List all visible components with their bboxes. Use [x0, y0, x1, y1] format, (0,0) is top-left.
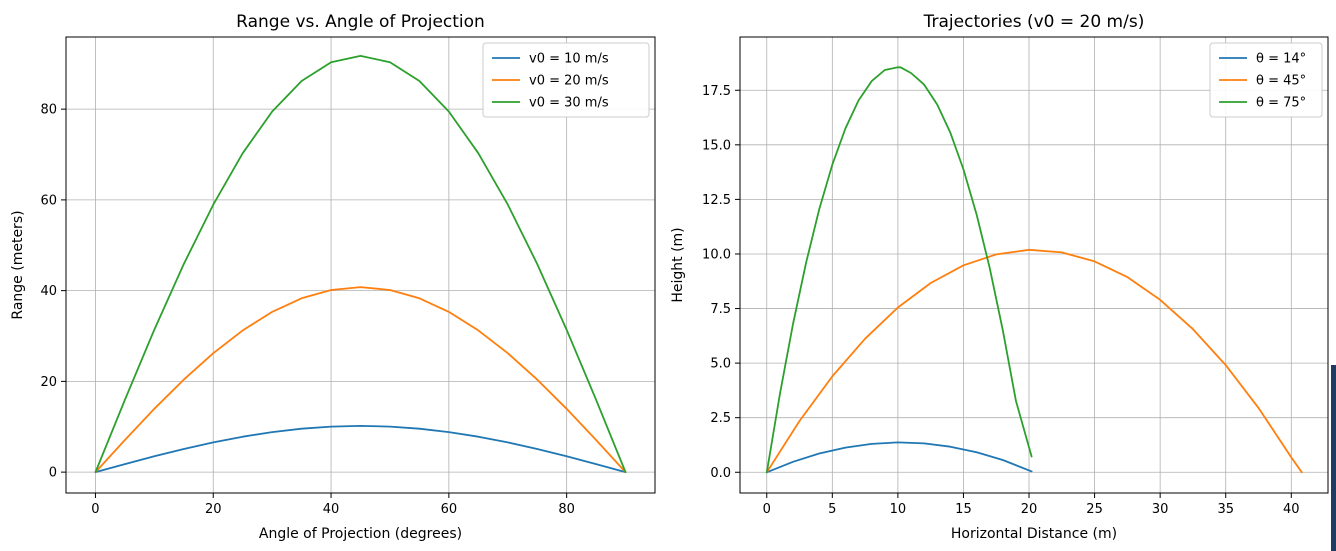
trajectory-chart-x-tick-label: 40 [1283, 502, 1300, 517]
range-chart-y-tick-label: 0 [49, 466, 57, 481]
range-chart-x-tick-label: 40 [323, 502, 340, 517]
trajectory-chart-x-tick-label: 25 [1086, 502, 1103, 517]
trajectory-chart-frame [739, 36, 1329, 494]
range-chart-frame [65, 36, 656, 494]
range-chart-series-line-2 [94, 286, 627, 474]
range-chart-x-tick-label: 80 [558, 502, 575, 517]
trajectory-chart-legend-label: θ = 75° [1256, 96, 1306, 111]
trajectory-chart-legend: θ = 14° θ = 45° θ = 75° [1209, 42, 1323, 118]
range-chart-y-tick-label: 40 [40, 284, 57, 299]
trajectory-chart-ticks: 0 5 10 15 20 25 30 35 40 0.0 2.5 5.0 7.5 10.0 12.5 15.0… [702, 84, 1300, 517]
trajectory-chart-x-tick-label: 10 [890, 502, 907, 517]
trajectory-chart-legend-label: θ = 14° [1256, 52, 1306, 67]
range-chart-series [94, 55, 627, 474]
trajectory-chart-y-tick-label: 7.5 [710, 302, 731, 317]
range-chart-x-tick-label: 20 [205, 502, 222, 517]
trajectory-chart-x-tick-label: 15 [955, 502, 972, 517]
range-chart-legend-label: v0 = 20 m/s [529, 74, 609, 89]
trajectory-chart-y-tick-label: 10.0 [702, 247, 731, 262]
trajectory-chart-x-tick-label: 0 [763, 502, 771, 517]
range-chart-legend-box [482, 42, 650, 118]
trajectory-chart-y-tick-label: 2.5 [710, 411, 731, 426]
range-chart-x-tick-label: 60 [441, 502, 458, 517]
trajectory-chart-x-tick-label: 20 [1021, 502, 1038, 517]
range-chart-legend-label: v0 = 10 m/s [529, 52, 609, 67]
trajectory-chart-x-tick-label: 30 [1152, 502, 1169, 517]
trajectory-chart-x-axis-label: Horizontal Distance (m) [951, 526, 1117, 542]
range-chart-legend-label: v0 = 30 m/s [529, 96, 609, 111]
range-chart-y-tick-label: 80 [40, 103, 57, 118]
trajectory-chart-series-line-2 [765, 248, 1303, 474]
range-chart-x-tick-label: 0 [91, 502, 99, 517]
trajectory-chart-y-tick-label: 12.5 [702, 193, 731, 208]
range-chart-y-axis-label: Range (meters) [10, 210, 26, 319]
range-chart-y-tick-label: 60 [40, 193, 57, 208]
trajectory-chart-title: Trajectories (v0 = 20 m/s) [923, 12, 1145, 32]
range-chart-series-line-1 [94, 424, 627, 474]
range-chart-legend: v0 = 10 m/s v0 = 20 m/s v0 = 30 m/s [482, 42, 650, 118]
trajectory-chart: 0 5 10 15 20 25 30 35 40 0.0 2.5 5.0 7.5 10.0 12.5 15.0… [670, 12, 1329, 542]
trajectory-chart-x-tick-label: 5 [828, 502, 836, 517]
range-chart-y-tick-label: 20 [40, 375, 57, 390]
trajectory-chart-x-tick-label: 35 [1217, 502, 1234, 517]
window-edge-fragment [1331, 365, 1336, 551]
trajectory-chart-y-axis-label: Height (m) [670, 227, 686, 302]
trajectory-chart-series [765, 66, 1303, 474]
trajectory-chart-series-line-3 [765, 66, 1033, 474]
range-chart-series-line-3 [94, 55, 627, 474]
trajectory-chart-y-tick-label: 15.0 [702, 138, 731, 153]
range-chart: 0 20 40 60 80 0 20 40 60 80 Range vs. Angle of Pr… [10, 12, 656, 542]
trajectory-chart-series-line-1 [765, 441, 1033, 474]
range-chart-title: Range vs. Angle of Projection [236, 12, 485, 32]
range-chart-ticks: 0 20 40 60 80 0 20 40 60 80 [40, 103, 574, 517]
trajectory-chart-legend-box [1209, 42, 1323, 118]
range-chart-x-axis-label: Angle of Projection (degrees) [259, 526, 462, 542]
trajectory-chart-y-tick-label: 5.0 [710, 357, 731, 372]
trajectory-chart-legend-label: θ = 45° [1256, 74, 1306, 89]
trajectory-chart-y-tick-label: 17.5 [702, 84, 731, 99]
trajectory-chart-y-tick-label: 0.0 [710, 466, 731, 481]
